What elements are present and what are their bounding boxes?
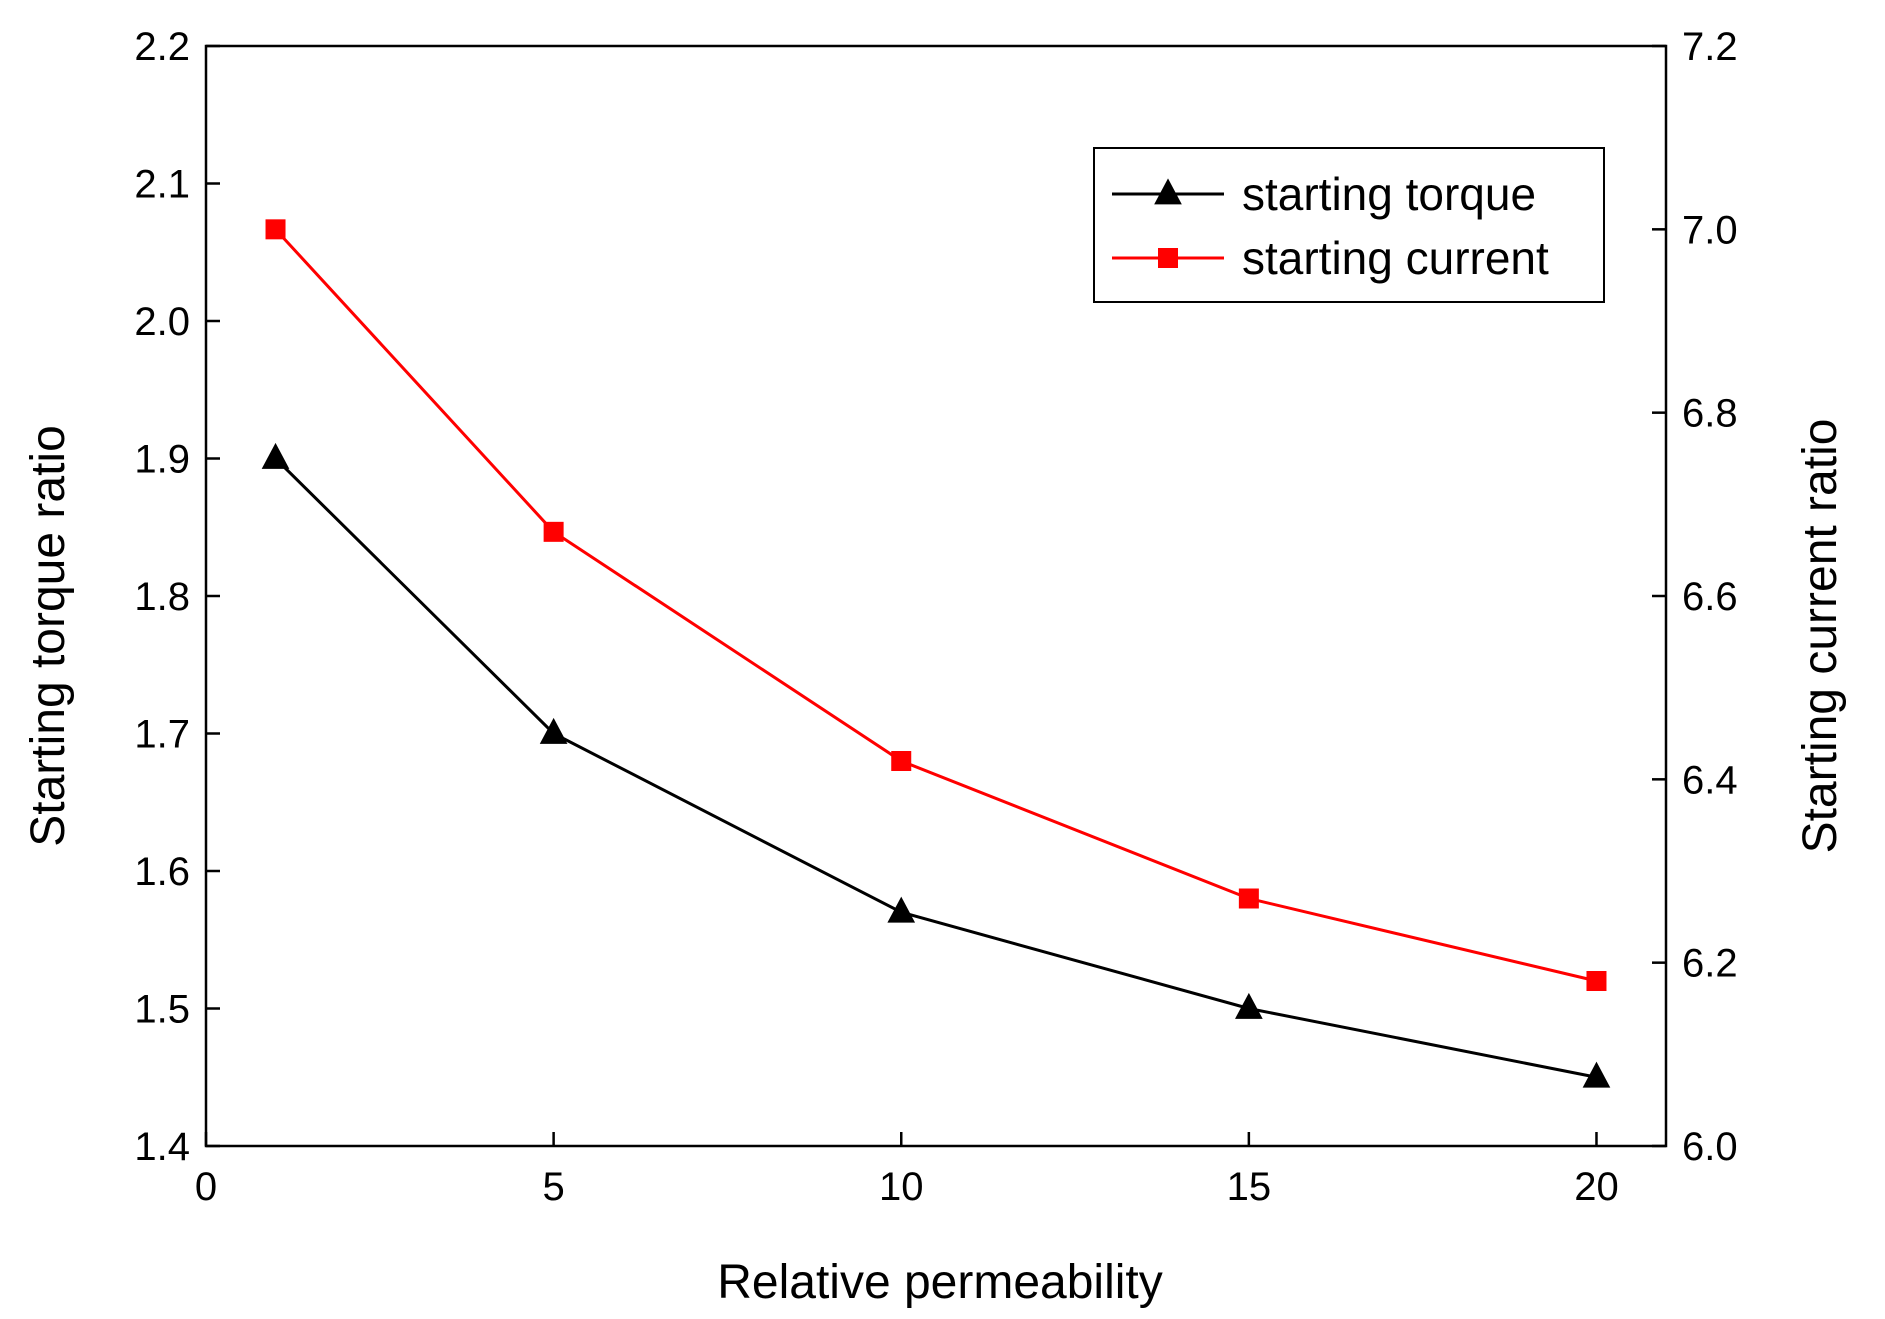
y-left-tick-label: 1.6 — [134, 850, 190, 894]
y-left-tick-label: 1.7 — [134, 713, 190, 757]
y-right-tick-label: 7.2 — [1682, 25, 1738, 69]
data-point-starting-torque — [1235, 992, 1263, 1019]
y-right-tick-label: 6.0 — [1682, 1125, 1738, 1169]
data-point-starting-torque — [1582, 1061, 1611, 1088]
series-line-starting-current — [274, 228, 1597, 983]
legend-marker-starting-torque — [1154, 178, 1182, 205]
legend-marker-starting-current — [1158, 248, 1178, 268]
y-right-tick-label: 6.2 — [1682, 942, 1738, 986]
series-layer — [261, 219, 1611, 1088]
y-left-tick-label: 1.8 — [134, 575, 190, 619]
x-axis-title: Relative permeability — [717, 1256, 1163, 1309]
y-left-axis-title: Starting torque ratio — [22, 425, 75, 847]
x-tick-label: 15 — [1227, 1165, 1272, 1209]
x-tick-label: 20 — [1574, 1165, 1619, 1209]
y-right-tick-label: 7.0 — [1682, 208, 1738, 252]
x-tick-label: 0 — [195, 1165, 217, 1209]
data-point-starting-current — [543, 521, 564, 542]
data-point-starting-torque — [261, 442, 290, 469]
y-left-tick-label: 1.4 — [134, 1125, 190, 1169]
legend-box — [1093, 147, 1605, 303]
y-right-axis-title: Starting current ratio — [1794, 419, 1847, 854]
data-point-starting-current — [891, 751, 912, 771]
x-tick-label: 10 — [879, 1165, 924, 1209]
y-left-tick-label: 1.9 — [134, 438, 190, 482]
x-tick-label: 5 — [542, 1165, 564, 1209]
y-left-tick-label: 1.5 — [134, 988, 190, 1032]
y-left-tick-label: 2.1 — [134, 163, 190, 207]
axes-layer: 0 5 10 15 20 1.4 1.5 1.6 1.7 1.8 1.9 2.0 2.1 2.2 6.0 6.… — [134, 25, 1737, 1209]
data-point-starting-current — [265, 219, 286, 240]
y-right-tick-label: 6.8 — [1682, 392, 1738, 436]
legend-label-starting-current: starting current — [1242, 232, 1549, 284]
legend-label-starting-torque: starting torque — [1242, 168, 1536, 220]
data-point-starting-current — [1586, 971, 1607, 991]
data-point-starting-torque — [539, 717, 568, 744]
data-point-starting-torque — [887, 896, 916, 923]
y-left-tick-label: 2.0 — [134, 300, 190, 344]
legend: starting torque starting current — [1093, 147, 1605, 303]
y-left-tick-label: 2.2 — [134, 25, 190, 69]
y-right-tick-label: 6.6 — [1682, 575, 1738, 619]
y-right-tick-label: 6.4 — [1682, 758, 1738, 802]
data-point-starting-current — [1238, 888, 1259, 909]
series-line-starting-torque — [274, 457, 1597, 1079]
